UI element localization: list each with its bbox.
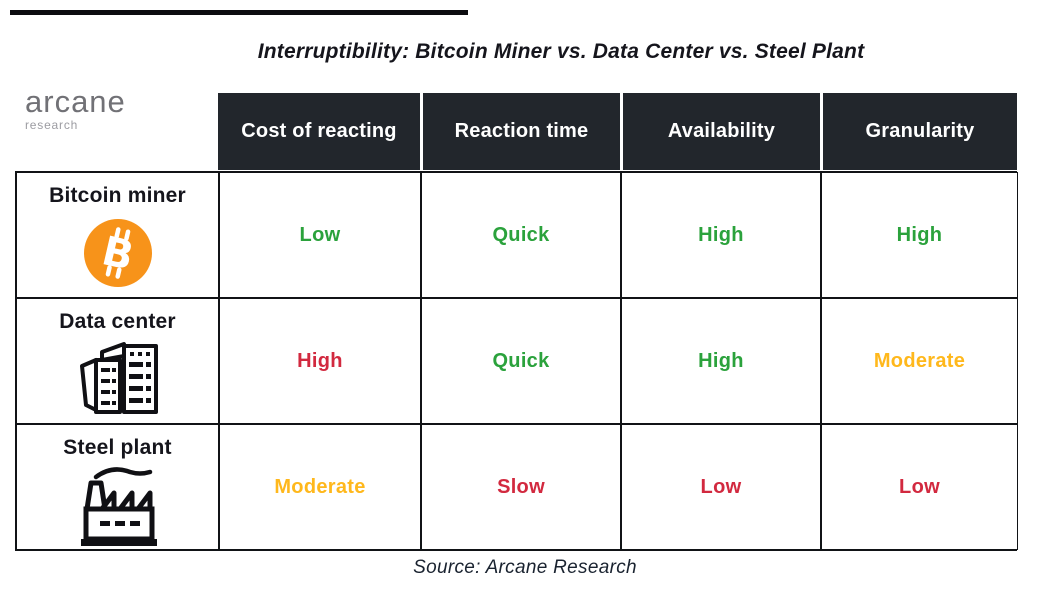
cell-value: Low [700,475,742,498]
steel-plant-icon [68,460,168,549]
cell-value: High [698,349,744,372]
data-center-icon [72,334,164,423]
column-header-granularity: Granularity [820,93,1017,170]
column-header-availability: Availability [620,93,820,170]
cell-bitcoin-reaction: Quick [421,172,621,298]
cell-value: Quick [492,349,550,372]
cell-value: Low [899,475,940,498]
cell-value: Moderate [873,349,966,372]
bitcoin-icon: B [82,208,154,297]
cell-bitcoin-cost: Low [219,172,421,298]
source-caption: Source: Arcane Research [413,557,637,578]
figure-title: Interruptibility: Bitcoin Miner vs. Data… [257,40,865,63]
row-label: Bitcoin miner [49,184,186,207]
arcane-research-logo: arcane research [25,86,126,132]
cell-value: Slow [497,475,545,498]
cell-value: High [297,349,343,372]
row-header-data-center: Data center [16,298,219,424]
header-spacer [15,93,218,170]
cell-datacenter-cost: High [219,298,421,424]
comparison-table: Cost of reacting Reaction time Availabil… [15,93,1018,551]
cell-datacenter-granularity: Moderate [821,298,1018,424]
row-header-steel-plant: Steel plant [16,424,219,550]
top-divider-line [10,10,468,15]
cell-value: Moderate [274,475,366,498]
table-body: Bitcoin miner B Low [15,171,1018,551]
cell-steel-reaction: Slow [421,424,621,550]
cell-value: High [698,223,744,246]
cell-steel-availability: Low [621,424,821,550]
logo-tagline-text: research [25,118,79,132]
cell-steel-granularity: Low [821,424,1018,550]
cell-bitcoin-availability: High [621,172,821,298]
row-header-bitcoin-miner: Bitcoin miner B [16,172,219,298]
cell-datacenter-reaction: Quick [421,298,621,424]
cell-value: Quick [492,223,550,246]
column-header-reaction-time: Reaction time [420,93,620,170]
row-label: Data center [59,310,176,333]
cell-steel-cost: Moderate [219,424,421,550]
table-header-row: Cost of reacting Reaction time Availabil… [15,93,1017,170]
row-label: Steel plant [63,436,172,459]
cell-bitcoin-granularity: High [821,172,1018,298]
cell-value: Low [299,223,341,246]
cell-datacenter-availability: High [621,298,821,424]
column-header-cost-of-reacting: Cost of reacting [218,93,420,170]
cell-value: High [896,223,943,246]
logo-brand-text: arcane [25,84,126,119]
